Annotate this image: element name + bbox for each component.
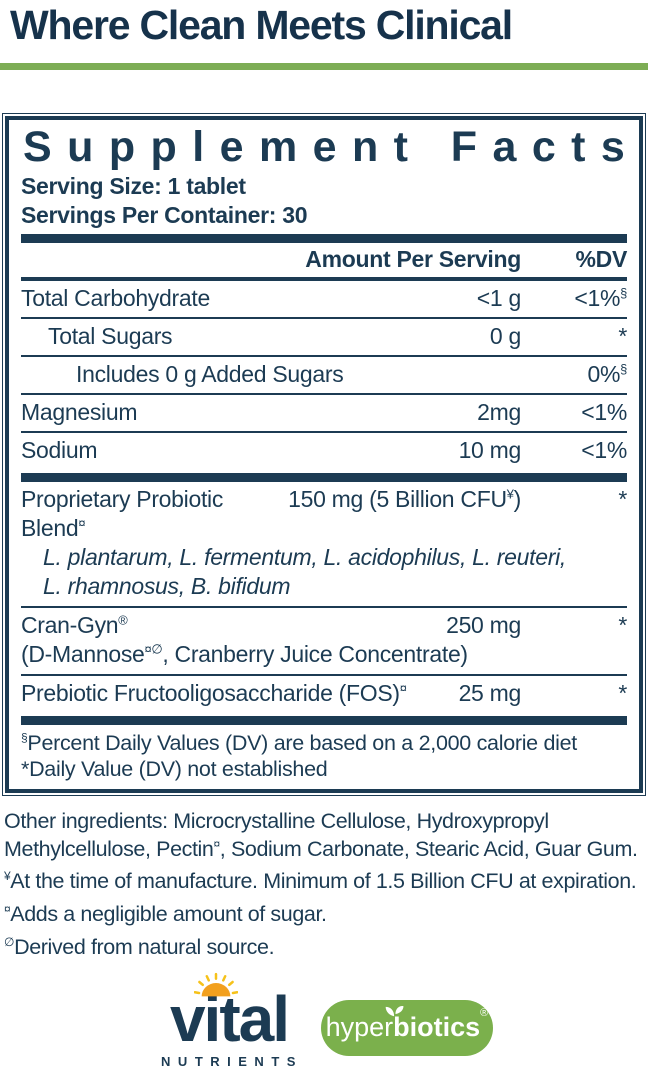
brand-logos: vital NUTRIENTS hyperbiotics® (0, 972, 648, 1069)
amount-per-serving-header: Amount Per Serving (305, 246, 521, 272)
footnote-natural-source: ∅Derived from natural source. (4, 934, 275, 959)
row-sodium: Sodium 10 mg <1% (21, 437, 627, 463)
dv-header: %DV (575, 246, 627, 272)
thick-bar-middle (21, 473, 627, 482)
vital-nutrients-logo: vital NUTRIENTS (155, 972, 303, 1069)
page-title: Where Clean Meets Clinical (10, 2, 513, 48)
green-divider-rule (0, 63, 648, 70)
panel-footnotes: §Percent Daily Values (DV) are based on … (21, 725, 627, 784)
footnote-cfu-expiration: ¥At the time of manufacture. Minimum of … (4, 868, 637, 893)
footnote-daily-values: §Percent Daily Values (DV) are based on … (21, 730, 577, 755)
thick-bar-top (21, 234, 627, 243)
thick-bar-bottom (21, 716, 627, 725)
cran-gyn-components: (D-Mannose¤∅, Cranberry Juice Concentrat… (21, 641, 468, 667)
table-header-row: Amount Per Serving %DV (21, 243, 627, 281)
hyperbiotics-logo: hyperbiotics® (320, 999, 493, 1056)
vital-nutrients-text: NUTRIENTS (161, 1054, 303, 1069)
row-prebiotic-fos: Prebiotic Fructooligosaccharide (FOS)¤ 2… (21, 680, 627, 706)
probiotic-species-line-2: L. rhamnosus, B. bifidum (43, 573, 291, 599)
row-magnesium: Magnesium 2mg <1% (21, 395, 627, 433)
probiotic-species-line-1: L. plantarum, L. fermentum, L. acidophil… (43, 544, 566, 570)
row-cran-gyn: Cran-Gyn® 250 mg * (D-Mannose¤∅, Cranber… (21, 608, 627, 676)
sun-icon (193, 972, 238, 997)
row-proprietary-probiotic-blend: Proprietary Probiotic Blend¤ 150 mg (5 B… (21, 482, 627, 608)
row-total-carbohydrate: Total Carbohydrate <1 g <1%§ (21, 281, 627, 319)
registered-mark: ® (480, 1007, 489, 1020)
hyperbiotics-biotics: biotics (393, 1012, 481, 1043)
footnote-not-established: *Daily Value (DV) not established (21, 757, 328, 781)
footnote-negligible-sugar: ¤Adds a negligible amount of sugar. (4, 901, 327, 926)
row-added-sugars: Includes 0 g Added Sugars 0%§ (21, 357, 627, 395)
leaf-sprout-icon (385, 1006, 404, 1017)
row-total-sugars: Total Sugars 0 g * (21, 319, 627, 357)
servings-per-container: Servings Per Container: 30 (21, 202, 308, 228)
serving-size: Serving Size: 1 tablet (21, 173, 246, 199)
other-ingredients: Other ingredients: Microcrystalline Cell… (4, 809, 638, 861)
